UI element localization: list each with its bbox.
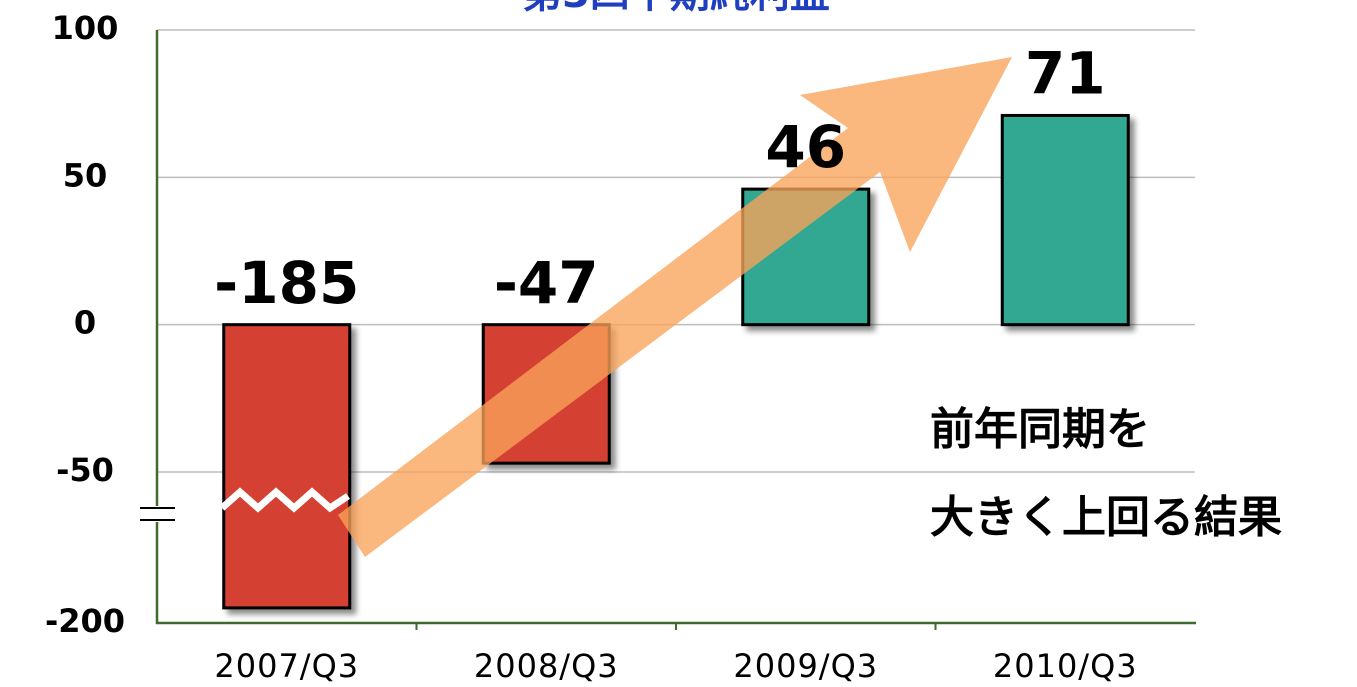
y-tick-label: 0: [74, 304, 96, 342]
value-label: -47: [494, 249, 599, 317]
x-tick-label: 2010/Q3: [993, 647, 1138, 685]
y-tick-label: 50: [63, 156, 108, 194]
trend-arrow: [338, 57, 1012, 557]
chart-title: 第3四半期純利益: [522, 0, 830, 17]
value-label: -185: [214, 249, 359, 317]
y-tick-label: 100: [52, 9, 119, 47]
bar: [222, 323, 352, 610]
annotation: 前年同期を: [930, 404, 1150, 455]
y-tick-label: -200: [45, 602, 125, 640]
axis-break-gap: [150, 506, 166, 522]
annotation: 大きく上回る結果: [930, 492, 1282, 543]
axis-break-zigzag: [219, 487, 350, 513]
value-label: 46: [765, 113, 846, 181]
x-tick-label: 2009/Q3: [733, 647, 878, 685]
x-tick-label: 2007/Q3: [214, 647, 359, 685]
x-tick-label: 2008/Q3: [474, 647, 619, 685]
y-tick-label: -50: [56, 451, 114, 489]
bar: [1000, 113, 1130, 327]
value-label: 71: [1025, 40, 1106, 108]
